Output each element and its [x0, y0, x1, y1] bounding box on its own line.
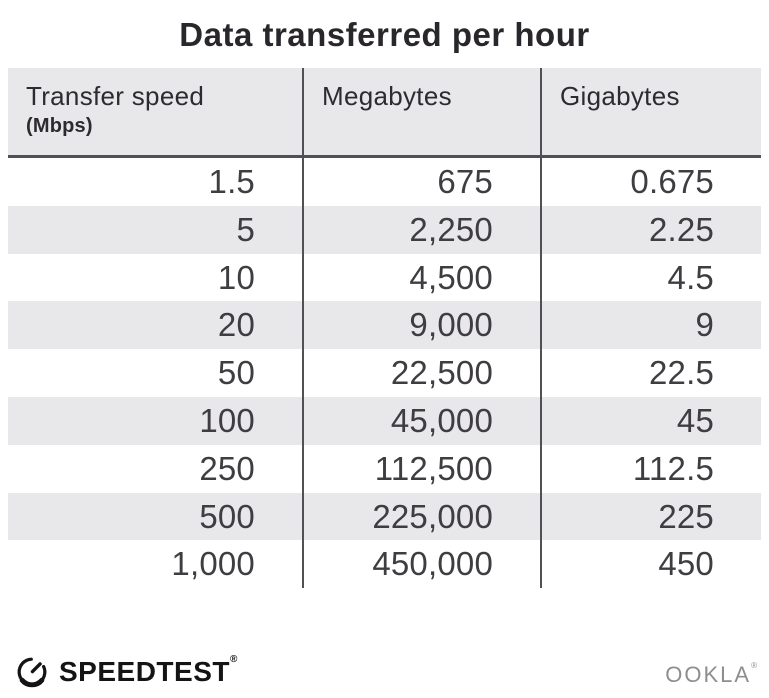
table-row: 500 225,000 225: [8, 492, 761, 541]
table-row: 1,000 450,000 450: [8, 540, 761, 589]
table-row: 20 9,000 9: [8, 301, 761, 350]
column-header-gigabytes: Gigabytes: [540, 68, 761, 155]
table-row: 1.5 675 0.675: [8, 158, 761, 206]
column-header-label: Gigabytes: [560, 81, 680, 111]
cell-megabytes: 450,000: [302, 540, 540, 589]
cell-gigabytes: 9: [540, 301, 761, 350]
speedtest-logo-text: SPEEDTEST®: [59, 654, 238, 688]
cell-megabytes: 675: [302, 158, 540, 206]
cell-transfer-speed: 100: [199, 401, 255, 439]
cell-megabytes: 2,250: [302, 205, 540, 254]
speedtest-gauge-icon: [17, 657, 47, 688]
cell-transfer-speed: 5: [236, 210, 255, 248]
cell-gigabytes: 112.5: [540, 444, 761, 493]
cell-megabytes: 4,500: [302, 253, 540, 302]
cell-gigabytes: 2.25: [540, 205, 761, 254]
cell-transfer-speed: 10: [217, 258, 255, 296]
cell-gigabytes: 0.675: [540, 158, 761, 206]
ookla-wordmark: OOKLA: [665, 662, 752, 687]
cell-gigabytes: 22.5: [540, 349, 761, 397]
table-row: 10 4,500 4.5: [8, 253, 761, 302]
data-table: Transfer speed (Mbps) Megabytes Gigabyte…: [8, 68, 761, 589]
cell-megabytes: 9,000: [302, 301, 540, 350]
column-header-megabytes: Megabytes: [302, 68, 540, 155]
registered-trademark-icon: ®: [751, 661, 757, 670]
cell-transfer-speed: 500: [199, 497, 255, 535]
cell-megabytes: 22,500: [302, 349, 540, 397]
table-header-row: Transfer speed (Mbps) Megabytes Gigabyte…: [8, 68, 761, 158]
column-header-label: Transfer speed: [26, 81, 205, 111]
cell-gigabytes: 45: [540, 396, 761, 445]
table-row: 250 112,500 112.5: [8, 444, 761, 493]
table-row: 100 45,000 45: [8, 396, 761, 445]
cell-transfer-speed: 20: [217, 306, 255, 344]
column-header-label: Megabytes: [322, 81, 452, 111]
column-header-transfer-speed: Transfer speed (Mbps): [8, 68, 302, 155]
cell-gigabytes: 450: [540, 540, 761, 589]
speedtest-wordmark: SPEEDTEST: [59, 656, 230, 687]
chart-title: Data transferred per hour: [179, 16, 590, 53]
cell-transfer-speed: 1.5: [208, 163, 255, 200]
speedtest-logo: SPEEDTEST®: [13, 653, 238, 691]
cell-gigabytes: 4.5: [540, 253, 761, 302]
ookla-logo: OOKLA®: [665, 661, 757, 688]
column-header-unit: (Mbps): [26, 115, 93, 137]
cell-gigabytes: 225: [540, 492, 761, 541]
cell-transfer-speed: 1,000: [171, 545, 255, 583]
cell-transfer-speed: 250: [199, 449, 255, 487]
table-row: 5 2,250 2.25: [8, 205, 761, 254]
table-row: 50 22,500 22.5: [8, 349, 761, 397]
cell-megabytes: 225,000: [302, 492, 540, 541]
cell-transfer-speed: 50: [217, 354, 255, 392]
registered-trademark-icon: ®: [229, 654, 238, 665]
cell-megabytes: 45,000: [302, 396, 540, 445]
table-body: 1.5 675 0.675 5 2,250 2.25 10 4,500 4.5 …: [8, 158, 761, 589]
cell-megabytes: 112,500: [302, 444, 540, 493]
